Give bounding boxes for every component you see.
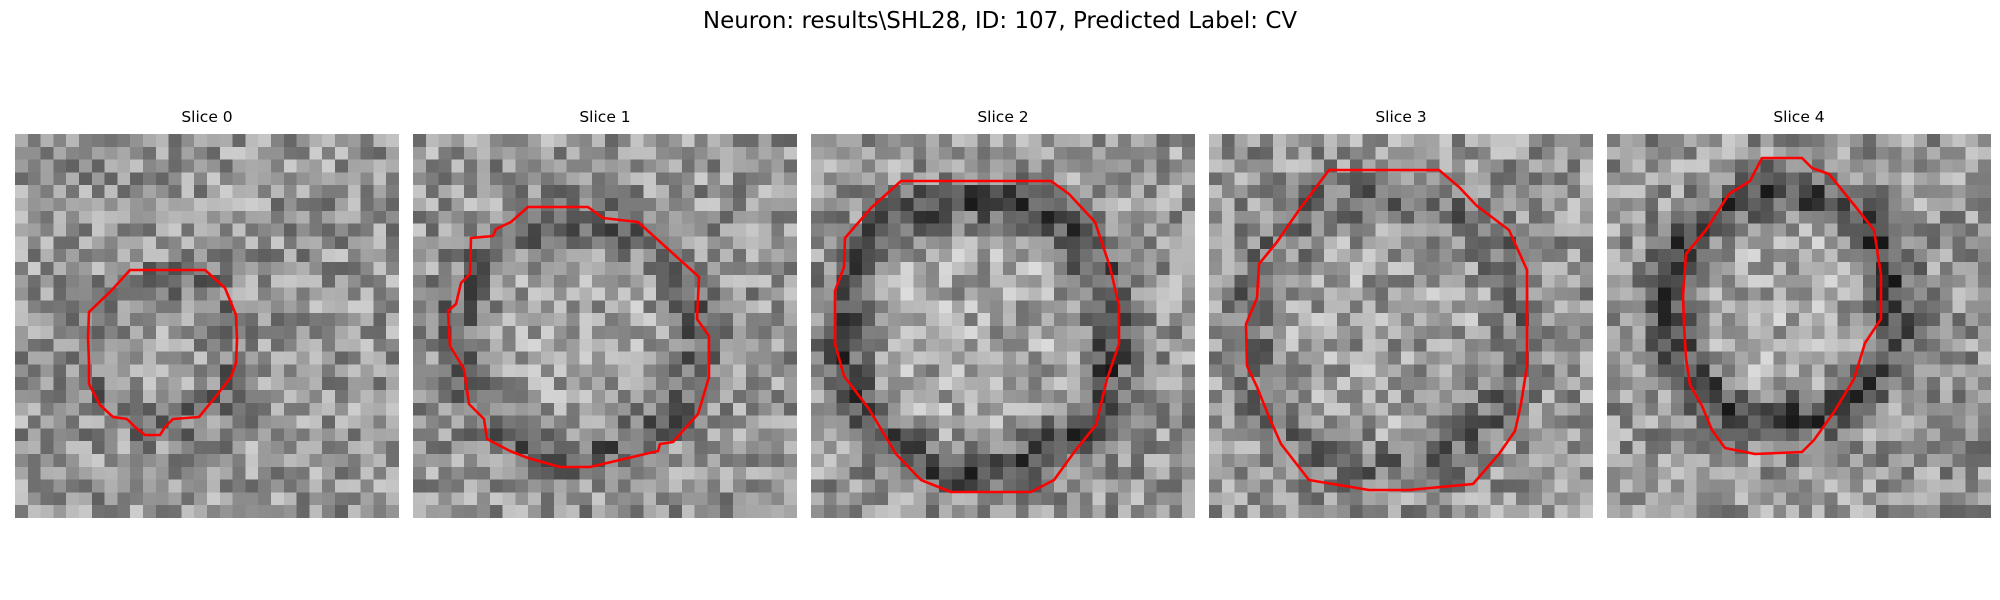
slice-image-2 <box>811 134 1195 518</box>
panel-title-slice-3: Slice 3 <box>1375 108 1427 126</box>
slice-image-4 <box>1607 134 1991 518</box>
contour-overlay-3 <box>1244 168 1529 492</box>
roi-contour-0 <box>86 268 239 437</box>
slice-grayscale-1 <box>413 134 797 518</box>
roi-contour-3 <box>1244 168 1529 492</box>
panel-title-slice-2: Slice 2 <box>977 108 1029 126</box>
slice-grayscale-0 <box>15 134 399 518</box>
contour-overlay-4 <box>1681 156 1883 456</box>
slice-image-0 <box>15 134 399 518</box>
roi-contour-4 <box>1681 156 1883 456</box>
contour-overlay-2 <box>833 179 1121 494</box>
panel-title-slice-4: Slice 4 <box>1773 108 1825 126</box>
roi-contour-1 <box>446 205 711 469</box>
slice-grayscale-3 <box>1209 134 1593 518</box>
roi-contour-2 <box>833 179 1121 494</box>
panel-title-slice-1: Slice 1 <box>579 108 631 126</box>
slice-image-1 <box>413 134 797 518</box>
slice-image-3 <box>1209 134 1593 518</box>
contour-overlay-0 <box>86 268 239 437</box>
panel-title-slice-0: Slice 0 <box>181 108 233 126</box>
slice-grayscale-2 <box>811 134 1195 518</box>
contour-overlay-1 <box>446 205 711 469</box>
figure-title: Neuron: results\SHL28, ID: 107, Predicte… <box>702 8 1298 34</box>
slice-grayscale-4 <box>1607 134 1991 518</box>
